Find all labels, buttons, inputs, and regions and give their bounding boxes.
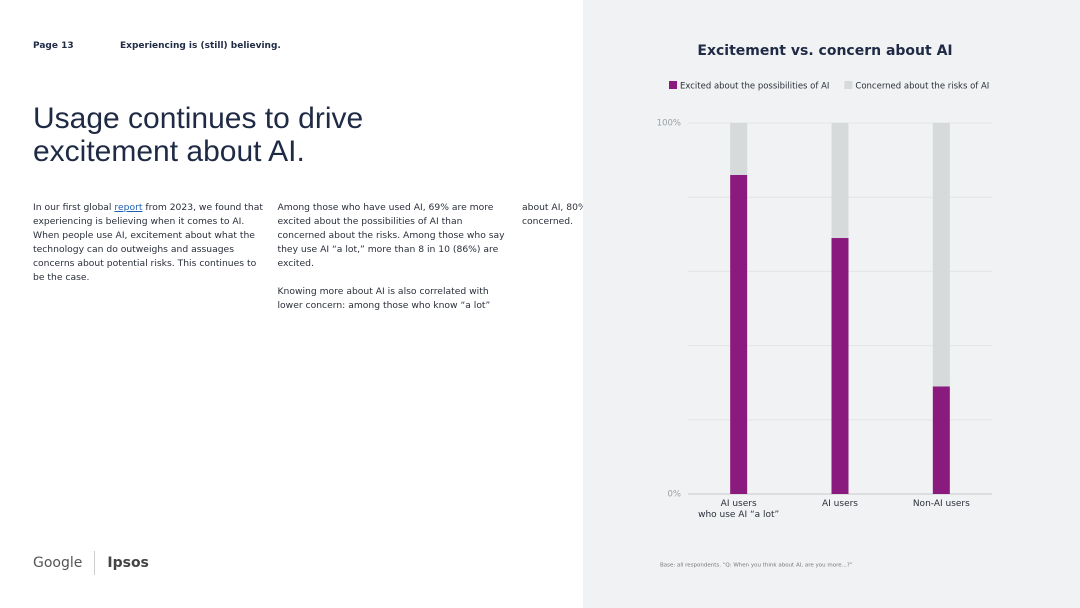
link[interactable]: report (114, 202, 143, 213)
legend-label: Concerned about the risks of AI (855, 82, 989, 92)
paragraph: Among those who have used AI, 69% are mo… (277, 202, 505, 269)
body-text: In our first global report from 2023, we… (33, 201, 722, 321)
text: In our first global (33, 202, 115, 213)
y-tick-label: 100% (657, 119, 681, 129)
logos: Google Ipsos (33, 551, 149, 575)
bar-segment (932, 123, 950, 387)
chart-title: Excitement vs. concern about AI (697, 43, 952, 59)
page-number: Page 13 (33, 41, 74, 51)
heading: Usage continues to drive excitement abou… (33, 102, 364, 168)
bar-segment (831, 123, 849, 239)
x-tick-label: AI users who use AI “a lot” (698, 499, 780, 520)
paragraph: In our first global report from 2023, we… (33, 201, 264, 285)
footnote: Base: all respondents. “Q: When you thin… (660, 563, 853, 569)
logo: Ipsos (107, 555, 149, 571)
x-tick-label: AI users (822, 499, 858, 509)
divider (94, 551, 96, 575)
legend-label: Excited about the possibilities of AI (680, 82, 829, 92)
y-tick-label: 0% (668, 490, 682, 500)
text: from 2023, we found that experiencing is… (33, 202, 263, 283)
bar-segment (932, 386, 950, 494)
chart: Excitement vs. concern about AI Base: al… (657, 43, 992, 569)
legend-swatch (669, 81, 677, 89)
logo: Google (33, 555, 83, 571)
section-title: Experiencing is (still) believing. (120, 41, 281, 51)
bar-segment (730, 123, 748, 175)
bar-segment (730, 174, 748, 494)
legend-swatch (844, 81, 853, 89)
bar-segment (831, 238, 849, 494)
x-tick-label: Non-AI users (912, 499, 970, 509)
